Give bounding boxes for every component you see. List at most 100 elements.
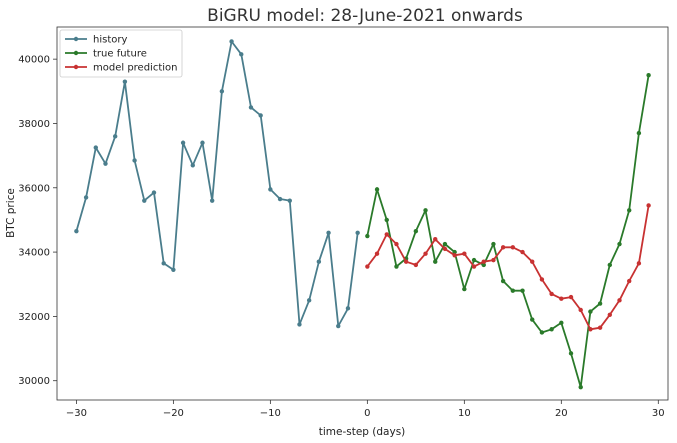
history-point bbox=[171, 267, 176, 272]
model-prediction-line bbox=[366, 205, 650, 331]
x-tick-label: −20 bbox=[163, 408, 184, 419]
series-layer bbox=[74, 39, 651, 390]
true-future-point bbox=[578, 384, 583, 390]
y-tick-label: 32000 bbox=[18, 312, 50, 323]
true-future-point bbox=[374, 187, 380, 192]
true-future-point bbox=[423, 208, 428, 213]
legend-item-history: history bbox=[65, 35, 127, 46]
model-prediction-point bbox=[588, 327, 593, 332]
model-prediction-point bbox=[530, 259, 535, 264]
history-point bbox=[219, 89, 225, 94]
legend-label: history bbox=[93, 35, 127, 46]
model-prediction-point bbox=[539, 277, 545, 282]
model-prediction-point bbox=[597, 325, 603, 330]
series-history bbox=[74, 39, 360, 329]
model-prediction-point bbox=[384, 232, 389, 237]
model-prediction-point bbox=[462, 251, 467, 256]
plot-frame bbox=[56, 26, 669, 401]
model-prediction-point bbox=[374, 251, 380, 256]
true-future-point bbox=[442, 241, 448, 247]
model-prediction-point bbox=[559, 296, 564, 301]
model-prediction-point bbox=[394, 241, 399, 247]
history-point bbox=[287, 198, 292, 203]
y-tick-label: 40000 bbox=[18, 55, 50, 66]
series-model-prediction bbox=[365, 203, 651, 332]
history-point bbox=[132, 158, 137, 163]
true-future-point bbox=[539, 330, 545, 335]
x-tick-label: 10 bbox=[458, 408, 471, 419]
legend-item-true-future: true future bbox=[65, 49, 147, 60]
history-point bbox=[112, 134, 118, 139]
true-future-point bbox=[365, 233, 370, 239]
true-future-point bbox=[636, 130, 642, 136]
legend-item-model-prediction: model prediction bbox=[65, 63, 178, 74]
true-future-point bbox=[627, 208, 632, 213]
model-prediction-point bbox=[549, 291, 554, 297]
legend-label: model prediction bbox=[93, 63, 178, 74]
history-point bbox=[142, 198, 147, 203]
model-prediction-point bbox=[433, 237, 438, 242]
true-future-point bbox=[394, 264, 399, 269]
history-point bbox=[297, 322, 302, 327]
history-point bbox=[209, 198, 215, 203]
model-prediction-point bbox=[442, 246, 448, 252]
history-point bbox=[355, 230, 360, 235]
model-prediction-point bbox=[520, 249, 525, 255]
true-future-point bbox=[510, 288, 516, 293]
model-prediction-point bbox=[500, 245, 506, 250]
true-future-point bbox=[384, 217, 389, 223]
x-axis-ticks: −30 −20 −10 0 10 20 30 bbox=[66, 400, 665, 419]
history-point bbox=[277, 196, 283, 202]
history-point bbox=[93, 145, 98, 150]
model-prediction-point bbox=[568, 294, 574, 300]
model-prediction-point bbox=[617, 298, 622, 303]
true-future-point bbox=[559, 320, 564, 326]
true-future-point bbox=[500, 278, 506, 284]
model-prediction-point bbox=[646, 203, 651, 208]
true-future-point bbox=[452, 249, 457, 255]
history-point bbox=[306, 298, 312, 303]
history-point bbox=[248, 105, 254, 110]
history-point bbox=[161, 261, 166, 266]
model-prediction-point bbox=[627, 278, 632, 284]
history-line bbox=[75, 40, 359, 327]
x-axis-label: time-step (days) bbox=[319, 426, 406, 438]
true-future-point bbox=[462, 286, 467, 292]
true-future-point bbox=[530, 317, 535, 322]
legend-swatch-marker bbox=[73, 36, 79, 42]
model-prediction-point bbox=[491, 257, 496, 263]
legend: history true future model prediction bbox=[59, 29, 183, 78]
y-axis-label: BTC price bbox=[5, 188, 17, 238]
series-true-future bbox=[365, 73, 651, 390]
history-point bbox=[83, 195, 89, 200]
true-future-point bbox=[520, 288, 525, 293]
y-axis-ticks: 30000 32000 34000 36000 38000 40000 bbox=[18, 55, 57, 387]
history-point bbox=[336, 323, 341, 329]
x-tick-label: −10 bbox=[260, 408, 281, 419]
history-point bbox=[122, 79, 128, 84]
true-future-point bbox=[491, 241, 496, 247]
legend-swatch-marker bbox=[73, 64, 79, 70]
true-future-point bbox=[646, 73, 651, 78]
history-point bbox=[316, 259, 322, 264]
history-point bbox=[200, 140, 205, 145]
true-future-point bbox=[481, 262, 486, 268]
history-point bbox=[180, 140, 186, 145]
true-future-point bbox=[607, 262, 613, 268]
y-tick-label: 30000 bbox=[18, 376, 50, 387]
true-future-point bbox=[549, 327, 554, 332]
true-future-point bbox=[433, 259, 438, 264]
history-point bbox=[151, 190, 157, 195]
model-prediction-point bbox=[607, 312, 613, 317]
true-future-point bbox=[597, 301, 603, 306]
history-point bbox=[258, 113, 263, 118]
true-future-point bbox=[588, 309, 593, 314]
history-point bbox=[268, 187, 273, 192]
model-prediction-point bbox=[578, 307, 583, 313]
y-tick-label: 34000 bbox=[18, 248, 50, 259]
true-future-point bbox=[413, 228, 419, 234]
y-tick-label: 38000 bbox=[18, 119, 50, 130]
legend-box bbox=[59, 29, 183, 78]
y-tick-label: 36000 bbox=[18, 183, 50, 194]
